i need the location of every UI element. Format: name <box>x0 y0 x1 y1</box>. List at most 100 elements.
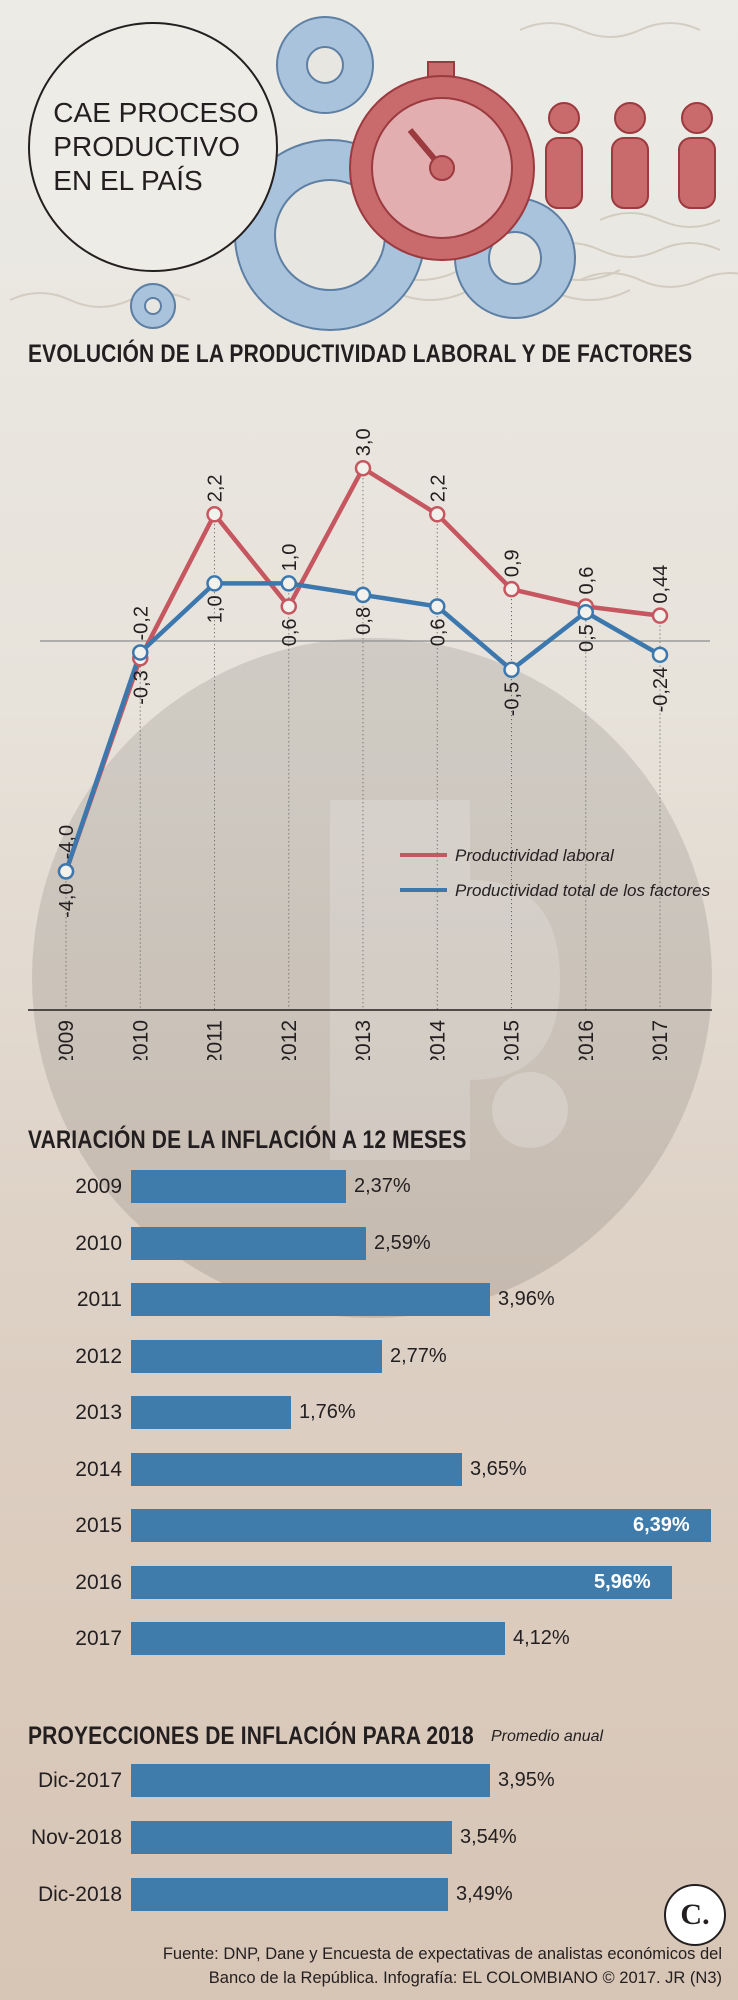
data-label: 2,2 <box>205 474 227 502</box>
data-label: 0,5 <box>576 624 598 652</box>
legend-label-laboral: Productividad laboral <box>455 846 615 865</box>
bar-value-label: 2,59% <box>374 1231 431 1254</box>
bar-value-label: 4,12% <box>513 1627 570 1649</box>
data-label: 2,2 <box>427 474 449 502</box>
projection-chart-subtitle: Promedio anual <box>491 1728 604 1745</box>
data-label: 1,0 <box>205 595 227 623</box>
bar-value-label: 2,77% <box>390 1344 447 1367</box>
person-icon <box>545 102 716 209</box>
bar <box>131 1170 346 1203</box>
bar-category-label: 2015 <box>75 1514 122 1537</box>
projection-chart-title: PROYECCIONES DE INFLACIÓN PARA 2018 <box>28 1722 474 1750</box>
data-label: 3,0 <box>353 428 375 456</box>
data-point <box>651 607 669 624</box>
data-label: -0,5 <box>502 682 524 716</box>
x-tick-label: 2014 <box>426 1020 449 1060</box>
bar <box>131 1764 490 1797</box>
bar-value-label: 3,95% <box>498 1769 555 1791</box>
data-label: -0,2 <box>130 606 152 640</box>
bar-value-label: 3,49% <box>456 1883 513 1905</box>
bar <box>131 1283 490 1316</box>
x-tick-label: 2017 <box>649 1020 672 1060</box>
hero-title-circle: CAE PROCESO PRODUCTIVO EN EL PAÍS <box>28 22 278 272</box>
source-note-line-1: Fuente: DNP, Dane y Encuesta de expectat… <box>162 1945 722 1963</box>
bar-category-label: 2013 <box>75 1401 122 1424</box>
logo-text: C. <box>680 1898 710 1931</box>
bar-value-label: 3,65% <box>470 1457 527 1480</box>
gear-icon <box>276 16 374 114</box>
bar <box>131 1339 382 1373</box>
gear-icon <box>130 283 176 329</box>
bar <box>131 1565 672 1599</box>
legend-label-ptf: Productividad total de los factores <box>455 881 711 900</box>
data-point <box>280 598 297 615</box>
data-label: -4,0 <box>56 825 78 859</box>
data-point <box>132 644 149 661</box>
projection-bar-chart: Dic-2017 3,95% Nov-2018 3,54% Dic-2018 3,49% <box>0 1764 738 1934</box>
data-point <box>429 506 446 523</box>
bar-category-label: 2012 <box>75 1344 122 1368</box>
x-tick-label: 2015 <box>501 1020 524 1060</box>
bar-value-label: 3,54% <box>460 1826 517 1848</box>
data-point <box>206 575 223 592</box>
bar-category-label: Dic-2018 <box>37 1883 122 1906</box>
el-colombiano-logo: C. <box>664 1884 726 1946</box>
data-point <box>354 586 372 604</box>
hero-title-line-3: EN EL PAÍS <box>53 165 203 196</box>
bar-value-label: 1,76% <box>299 1401 356 1423</box>
bar-category-label: 2016 <box>75 1570 122 1594</box>
bar <box>131 1452 462 1486</box>
hero-title: CAE PROCESO PRODUCTIVO EN EL PAÍS <box>47 96 258 198</box>
bar <box>131 1878 448 1911</box>
bar-category-label: 2014 <box>75 1457 122 1481</box>
bar-value-label: 2,37% <box>354 1175 411 1197</box>
data-label: 0,6 <box>576 567 598 595</box>
x-tick-label: 2013 <box>352 1020 375 1060</box>
data-point <box>503 661 520 679</box>
data-label: 1,0 <box>279 544 301 572</box>
hero-illustration: CAE PROCESO PRODUCTIVO EN EL PAÍS <box>0 0 738 340</box>
stopwatch-icon <box>349 61 535 261</box>
data-point <box>280 575 297 592</box>
productivity-line-chart: 2009 2010 2011 2012 2013 2014 2015 2016 2017 -4,0… <box>28 428 712 1060</box>
hero-drawing <box>9 16 738 331</box>
inflation-bar-chart: 2009 2,37% 2010 2,59% 2011 3,96% 2012 2,77% 2013… <box>0 1170 738 1670</box>
data-label: 0,6 <box>279 618 301 646</box>
bar-category-label: 2011 <box>76 1288 122 1311</box>
source-note-line-2: Banco de la República. Infografía: EL CO… <box>208 1969 722 1987</box>
data-point <box>577 603 594 621</box>
bar <box>131 1396 291 1429</box>
bar-value-label: 5,96% <box>594 1570 651 1593</box>
bar <box>131 1622 505 1655</box>
bar-category-label: Dic-2017 <box>37 1769 122 1792</box>
x-tick-label: 2009 <box>55 1020 78 1060</box>
line-chart-title: EVOLUCIÓN DE LA PRODUCTIVIDAD LABORAL Y … <box>28 340 693 368</box>
hero-title-line-1: CAE PROCESO <box>53 97 259 128</box>
bar-category-label: 2009 <box>75 1175 122 1198</box>
x-tick-label: 2012 <box>278 1020 301 1060</box>
inflation-chart-title: VARIACIÓN DE LA INFLACIÓN A 12 MESES <box>28 1126 467 1154</box>
data-label: 0,6 <box>427 618 449 646</box>
bar <box>131 1509 711 1542</box>
data-point <box>354 459 372 477</box>
x-tick-label: 2010 <box>129 1020 152 1060</box>
data-label: -4,0 <box>56 883 78 917</box>
data-label: 0,8 <box>353 607 375 635</box>
data-point <box>57 863 75 880</box>
data-label: -0,24 <box>650 667 672 713</box>
data-point <box>651 646 669 664</box>
x-tick-label: 2016 <box>575 1020 598 1060</box>
bar-value-label: 3,96% <box>498 1288 555 1310</box>
hero-title-line-2: PRODUCTIVO <box>53 131 240 162</box>
bar-category-label: Nov-2018 <box>30 1826 122 1849</box>
x-tick-label: 2011 <box>204 1020 227 1060</box>
bar <box>131 1226 366 1260</box>
projection-chart-header: PROYECCIONES DE INFLACIÓN PARA 2018 Prom… <box>28 1722 738 1754</box>
bar-value-label: 6,39% <box>633 1514 690 1536</box>
data-label: -0,3 <box>130 670 152 704</box>
bar <box>131 1821 452 1854</box>
bar-category-label: 2010 <box>75 1231 122 1255</box>
bar-category-label: 2017 <box>75 1627 122 1650</box>
data-point <box>503 580 520 598</box>
